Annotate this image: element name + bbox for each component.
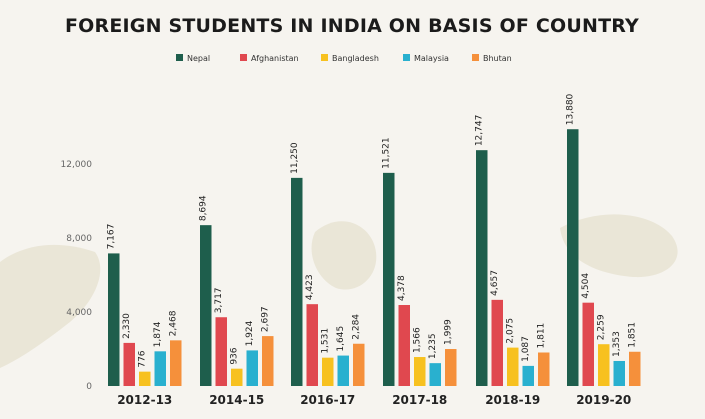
data-label-nepal-2012-13: 7,167	[107, 224, 117, 250]
y-tick-label: 0	[86, 382, 92, 392]
bar-nepal-2018-19	[476, 150, 488, 386]
bar-malaysia-2016-17	[337, 355, 349, 386]
bar-malaysia-2019-20	[613, 360, 625, 386]
x-tick-label: 2014-15	[209, 393, 264, 407]
legend-label-bangladesh: Bangladesh	[332, 54, 379, 63]
bar-bangladesh-2019-20	[598, 344, 610, 386]
y-axis: 0 4,000 8,000 12,000	[61, 160, 93, 392]
legend-label-bhutan: Bhutan	[483, 54, 512, 63]
data-label-bangladesh-2018-19: 2,075	[506, 318, 516, 344]
bar-afghanistan-2012-13	[123, 342, 135, 386]
bar-bangladesh-2016-17	[322, 357, 334, 386]
bar-nepal-2012-13	[108, 253, 120, 386]
data-label-nepal-2016-17: 11,250	[290, 142, 300, 174]
x-tick-label: 2016-17	[300, 393, 355, 407]
data-label-bangladesh-2017-18: 1,566	[413, 327, 423, 353]
data-label-nepal-2018-19: 12,747	[475, 115, 485, 147]
y-tick-label: 12,000	[61, 160, 93, 170]
data-label-bhutan-2018-19: 1,811	[537, 323, 547, 349]
data-label-bangladesh-2014-15: 936	[230, 347, 240, 364]
x-tick-label: 2018-19	[485, 393, 540, 407]
bar-bangladesh-2017-18	[414, 357, 426, 386]
y-tick-label: 8,000	[66, 234, 92, 244]
background-map	[0, 214, 678, 368]
data-label-afghanistan-2017-18: 4,378	[397, 275, 407, 301]
bar-afghanistan-2018-19	[491, 299, 503, 386]
bar-bhutan-2019-20	[629, 351, 641, 386]
legend-swatch-nepal	[176, 54, 183, 61]
bar-bangladesh-2012-13	[139, 371, 151, 386]
data-label-bhutan-2014-15: 2,697	[261, 306, 271, 332]
bar-nepal-2014-15	[200, 225, 212, 386]
data-label-afghanistan-2012-13: 2,330	[122, 313, 132, 339]
data-label-malaysia-2014-15: 1,924	[245, 320, 255, 346]
data-label-bangladesh-2016-17: 1,531	[321, 328, 331, 354]
bar-bhutan-2017-18	[445, 349, 457, 386]
bar-malaysia-2014-15	[246, 350, 258, 386]
bar-afghanistan-2014-15	[215, 317, 227, 386]
legend-swatch-malaysia	[403, 54, 410, 61]
bar-nepal-2017-18	[383, 172, 395, 386]
data-label-afghanistan-2018-19: 4,657	[490, 270, 500, 296]
legend-swatch-bangladesh	[321, 54, 328, 61]
bar-nepal-2016-17	[291, 177, 303, 386]
data-label-bhutan-2017-18: 1,999	[444, 319, 454, 345]
x-tick-label: 2019-20	[576, 393, 631, 407]
bar-malaysia-2018-19	[522, 365, 534, 386]
bar-nepal-2019-20	[567, 129, 579, 386]
data-label-bhutan-2019-20: 1,851	[628, 322, 638, 348]
data-label-nepal-2019-20: 13,880	[566, 93, 576, 125]
legend-label-afghanistan: Afghanistan	[251, 54, 299, 63]
data-label-afghanistan-2019-20: 4,504	[581, 273, 591, 299]
bar-bhutan-2016-17	[353, 343, 365, 386]
bar-bhutan-2014-15	[262, 336, 274, 386]
bar-bhutan-2018-19	[538, 352, 550, 386]
bar-malaysia-2017-18	[429, 363, 441, 386]
data-label-bangladesh-2012-13: 776	[138, 350, 148, 367]
data-label-malaysia-2019-20: 1,353	[612, 331, 622, 357]
chart-title: FOREIGN STUDENTS IN INDIA ON BASIS OF CO…	[65, 15, 639, 37]
legend-label-nepal: Nepal	[187, 54, 210, 63]
x-tick-label: 2012-13	[117, 393, 172, 407]
data-label-nepal-2014-15: 8,694	[199, 195, 209, 221]
map-silhouette-right	[560, 214, 678, 278]
y-tick-label: 4,000	[66, 308, 92, 318]
x-axis: 2012-13 2014-15 2016-17 2017-18 2018-19 2019-…	[117, 393, 631, 407]
bars: 7,167 2,330 776 1,874 2,468 8,694 3,717 936 1,92…	[107, 93, 641, 386]
map-silhouette-left	[0, 244, 101, 368]
legend-swatch-bhutan	[472, 54, 479, 61]
x-tick-label: 2017-18	[392, 393, 447, 407]
data-label-nepal-2017-18: 11,521	[382, 137, 392, 169]
data-label-bhutan-2016-17: 2,284	[352, 314, 362, 340]
data-label-afghanistan-2016-17: 4,423	[305, 274, 315, 300]
map-silhouette-center	[311, 221, 377, 290]
bar-bhutan-2012-13	[170, 340, 182, 386]
data-label-bangladesh-2019-20: 2,259	[597, 314, 607, 340]
data-label-malaysia-2017-18: 1,235	[428, 333, 438, 359]
data-label-bhutan-2012-13: 2,468	[169, 310, 179, 336]
data-label-malaysia-2018-19: 1,087	[521, 336, 531, 362]
bar-bangladesh-2014-15	[231, 368, 243, 386]
bar-afghanistan-2017-18	[398, 305, 410, 386]
legend-label-malaysia: Malaysia	[414, 54, 449, 63]
data-label-malaysia-2016-17: 1,645	[336, 326, 346, 352]
legend-swatch-afghanistan	[240, 54, 247, 61]
bar-afghanistan-2019-20	[582, 302, 594, 386]
bar-afghanistan-2016-17	[306, 304, 318, 386]
bar-malaysia-2012-13	[154, 351, 166, 386]
data-label-afghanistan-2014-15: 3,717	[214, 287, 224, 313]
bar-bangladesh-2018-19	[507, 347, 519, 386]
legend: Nepal Afghanistan Bangladesh Malaysia Bhutan	[176, 54, 512, 63]
data-label-malaysia-2012-13: 1,874	[153, 321, 163, 347]
